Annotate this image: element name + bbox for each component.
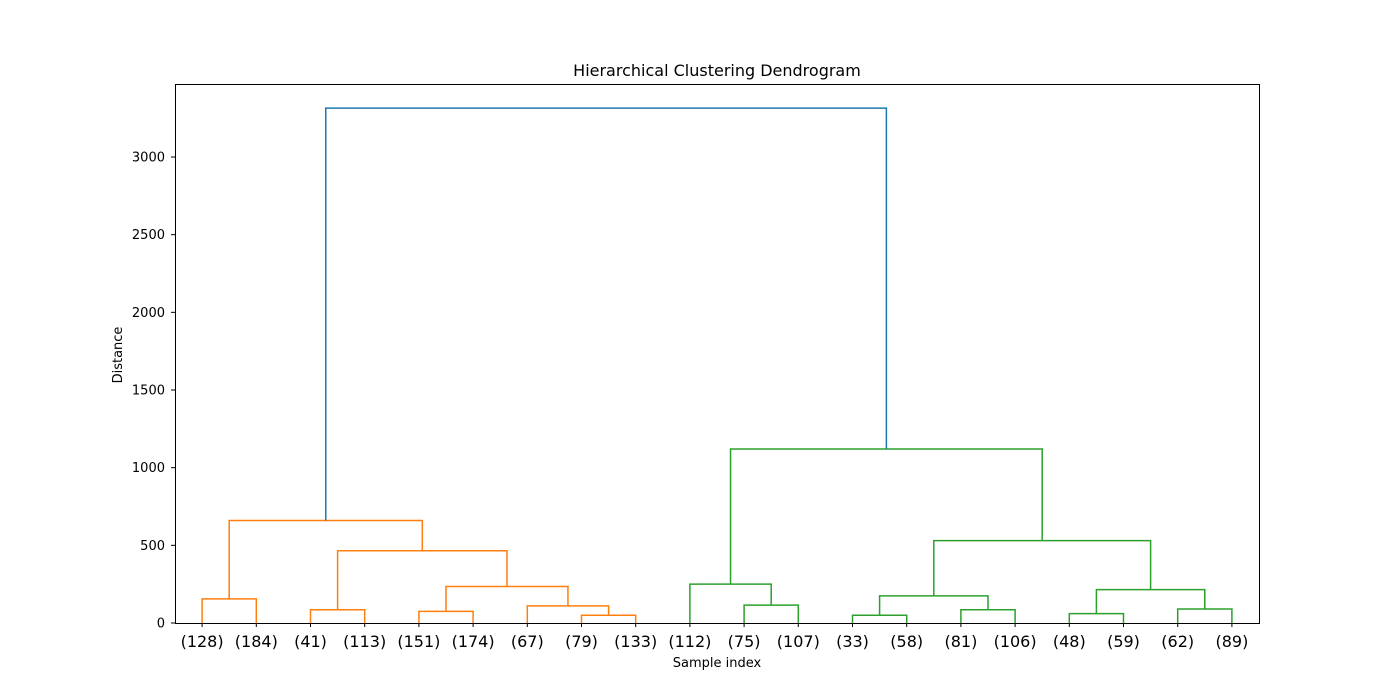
dendrogram-link-11 (960, 609, 1016, 623)
x-axis-leaf-labels: (128) (184) (41) (113) (151) (174) (67) (79) (13… (181, 623, 1248, 651)
leaf-label: (81) (944, 632, 977, 651)
y-tick-label: 1500 (132, 384, 165, 399)
leaf-label: (151) (397, 632, 440, 651)
y-tick-label: 3000 (132, 151, 165, 166)
x-axis-label: Sample index (673, 656, 762, 671)
y-axis-ticks: 0 500 1000 1500 2000 2500 3000 (132, 151, 175, 632)
leaf-label: (106) (994, 632, 1037, 651)
leaf-label: (79) (565, 632, 598, 651)
leaf-label: (62) (1161, 632, 1194, 651)
dendrogram-link-6 (336, 550, 508, 610)
dendrogram-link-4 (526, 605, 610, 623)
dendrogram-links (201, 107, 1233, 623)
dendrogram-link-17 (729, 448, 1043, 585)
leaf-label: (133) (614, 632, 657, 651)
leaf-label: (33) (836, 632, 869, 651)
y-axis-label: Distance (111, 327, 126, 384)
plot-frame (175, 84, 1260, 624)
leaf-label: (58) (890, 632, 923, 651)
y-tick-label: 1000 (132, 461, 165, 476)
leaf-label: (128) (181, 632, 224, 651)
dendrogram-link-0 (201, 598, 258, 623)
leaf-label: (89) (1215, 632, 1248, 651)
leaf-label: (184) (235, 632, 278, 651)
dendrogram-link-8 (743, 604, 800, 623)
leaf-label: (41) (294, 632, 327, 651)
leaf-label: (75) (728, 632, 761, 651)
dendrogram-link-18 (324, 107, 888, 521)
leaf-label: (174) (452, 632, 495, 651)
chart-title: Hierarchical Clustering Dendrogram (573, 61, 861, 80)
y-tick-label: 2500 (132, 228, 165, 243)
leaf-label: (48) (1053, 632, 1086, 651)
dendrogram-link-1 (309, 609, 366, 623)
leaf-label: (113) (343, 632, 386, 651)
y-tick-label: 0 (157, 617, 165, 632)
dendrogram-link-15 (1095, 588, 1206, 614)
y-tick-label: 500 (140, 539, 165, 554)
leaf-label: (107) (777, 632, 820, 651)
leaf-label: (59) (1107, 632, 1140, 651)
leaf-label: (112) (668, 632, 711, 651)
y-tick-label: 2000 (132, 306, 165, 321)
leaf-label: (67) (511, 632, 544, 651)
